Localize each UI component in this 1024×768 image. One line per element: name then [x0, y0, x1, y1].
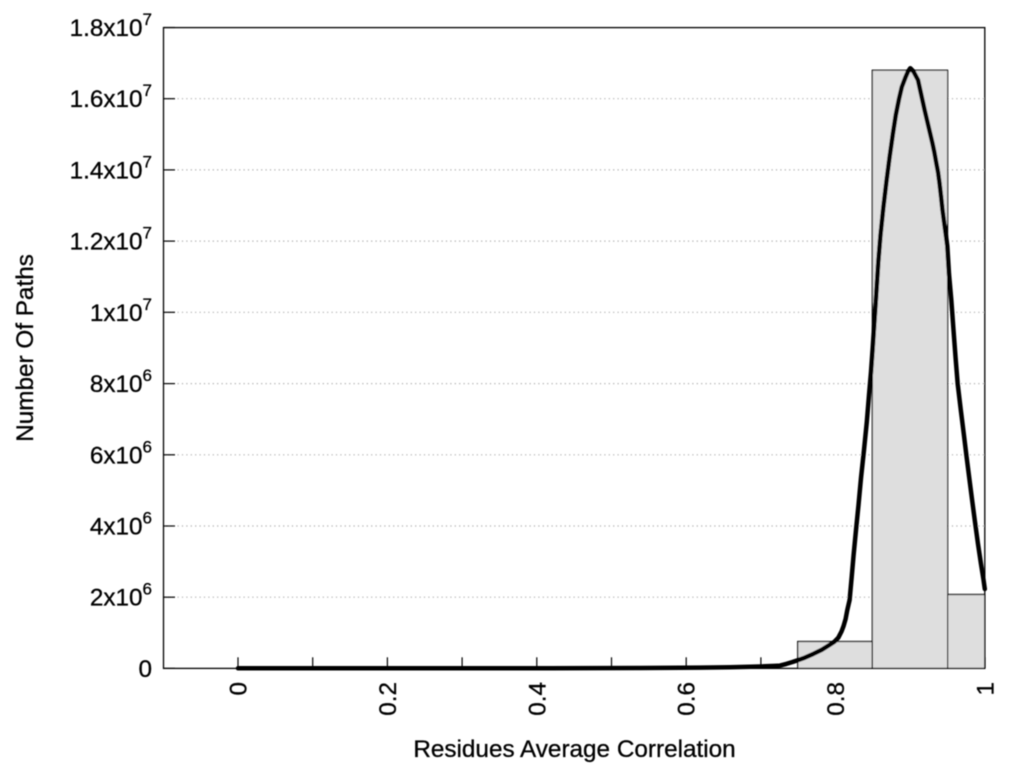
svg-text:1: 1 [973, 682, 1000, 696]
svg-text:1.2x107: 1.2x107 [70, 224, 152, 256]
svg-text:0: 0 [138, 656, 152, 683]
svg-text:0.8: 0.8 [823, 682, 850, 716]
svg-text:1x107: 1x107 [90, 295, 152, 327]
svg-text:2x106: 2x106 [90, 580, 152, 612]
svg-text:0: 0 [226, 682, 253, 696]
svg-text:Number Of Paths: Number Of Paths [12, 254, 39, 442]
svg-text:Residues Average Correlation: Residues Average Correlation [413, 736, 735, 763]
svg-text:8x106: 8x106 [90, 366, 152, 398]
svg-text:6x106: 6x106 [90, 437, 152, 469]
svg-text:1.6x107: 1.6x107 [70, 81, 152, 113]
svg-text:1.4x107: 1.4x107 [70, 152, 152, 184]
svg-text:0.6: 0.6 [674, 682, 701, 716]
svg-text:0.4: 0.4 [524, 682, 551, 716]
svg-text:4x106: 4x106 [90, 509, 152, 541]
svg-text:1.8x107: 1.8x107 [70, 10, 152, 42]
svg-text:0.2: 0.2 [375, 682, 402, 716]
